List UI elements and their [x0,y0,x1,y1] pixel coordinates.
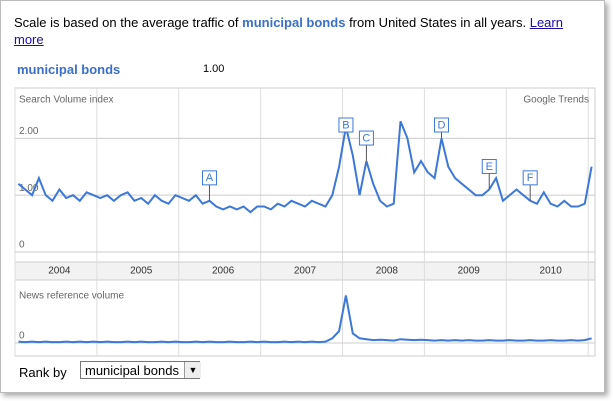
x-tick-label: 2009 [458,266,481,277]
annotation-box [358,130,374,146]
x-tick-label: 2008 [376,266,399,277]
y-tick-label: 1.00 [19,183,39,194]
chart-title: Search Volume index [19,95,114,106]
annotation-label: E [486,161,493,173]
x-tick-label: 2005 [130,266,153,277]
chart-title: News reference volume [19,291,124,302]
annotation-box [481,158,497,174]
legend-value: 1.00 [203,63,225,75]
annotation-label: B [342,119,349,131]
rank-select[interactable]: municipal bonds [80,361,200,379]
annotation-label: F [527,172,534,184]
header-text: from United States in all years. [349,15,527,30]
x-tick-label: 2010 [540,266,563,277]
annotation-label: D [437,119,445,131]
y-tick-label: 0 [19,240,25,251]
x-tick-label: 2007 [294,266,317,277]
rank-label: Rank by [19,365,67,380]
x-tick-label: 2006 [212,266,235,277]
series-line [17,120,593,214]
annotation-box [338,117,354,133]
learn-more-link[interactable]: Learn more [14,15,563,47]
y-tick-label: 2.00 [19,126,39,137]
annotation-box [522,170,538,186]
query: municipal bonds [242,15,346,30]
series-line [18,295,592,344]
select-arrow[interactable]: ▼ [184,362,201,378]
y-tick-label: 0 [19,331,25,342]
header-text: Scale is based on the average traffic of [14,15,239,30]
chart-source: Google Trends [523,95,589,106]
annotation-box [433,117,449,133]
annotation-box [201,170,217,186]
plot-frame [14,87,596,357]
annotation-label: C [362,132,370,144]
x-tick-label: 2004 [48,266,71,277]
legend-name: municipal bonds [17,62,121,77]
annotation-label: A [206,172,214,184]
header: Scale is based on the average traffic of… [14,14,584,48]
